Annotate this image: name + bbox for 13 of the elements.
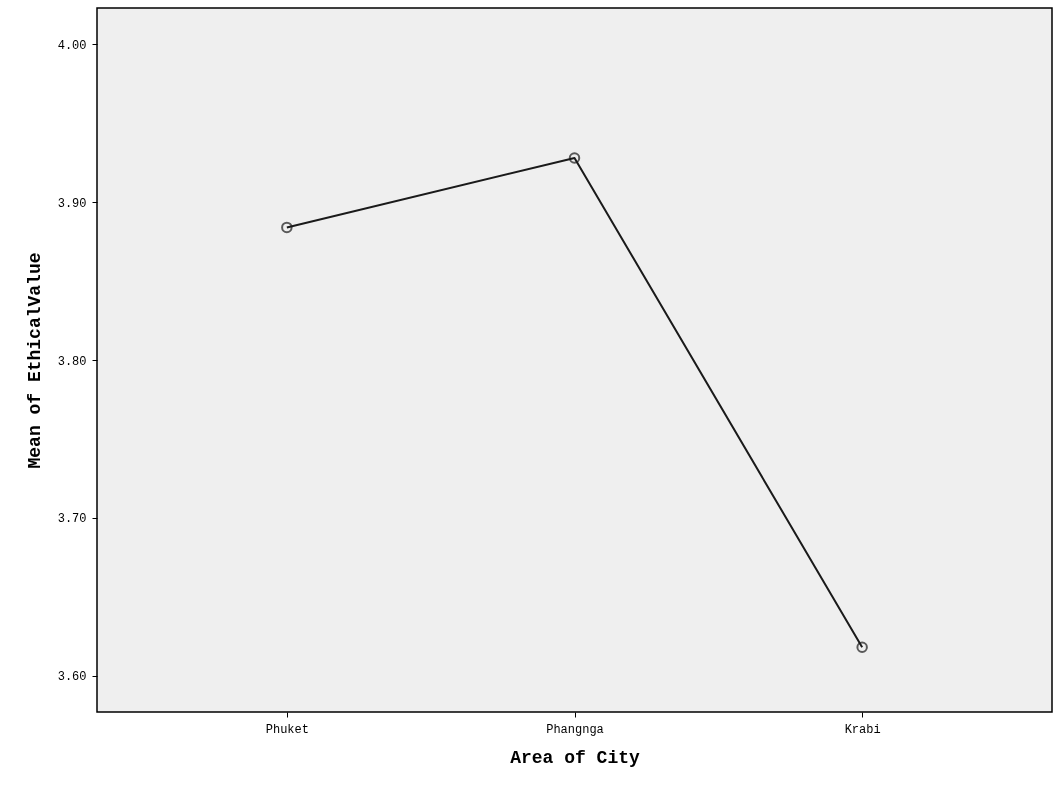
- x-tick-label: Krabi: [844, 722, 881, 737]
- point: [568, 152, 581, 164]
- y-tick-label: 3.60: [57, 670, 87, 685]
- y-tick-label: 4.00: [57, 38, 87, 53]
- point: [856, 641, 868, 654]
- x-axis-title: Area of City: [510, 747, 641, 768]
- y-tick-label: 3.80: [57, 354, 87, 369]
- y-tick-label: 3.70: [57, 512, 87, 527]
- y-tick-label: 3.90: [57, 196, 87, 211]
- point: [281, 221, 293, 234]
- x-tick-label: Phangnga: [546, 722, 604, 737]
- x-tick-label: Phuket: [265, 722, 309, 737]
- y-axis-title: Mean of EthicalValue: [24, 252, 45, 469]
